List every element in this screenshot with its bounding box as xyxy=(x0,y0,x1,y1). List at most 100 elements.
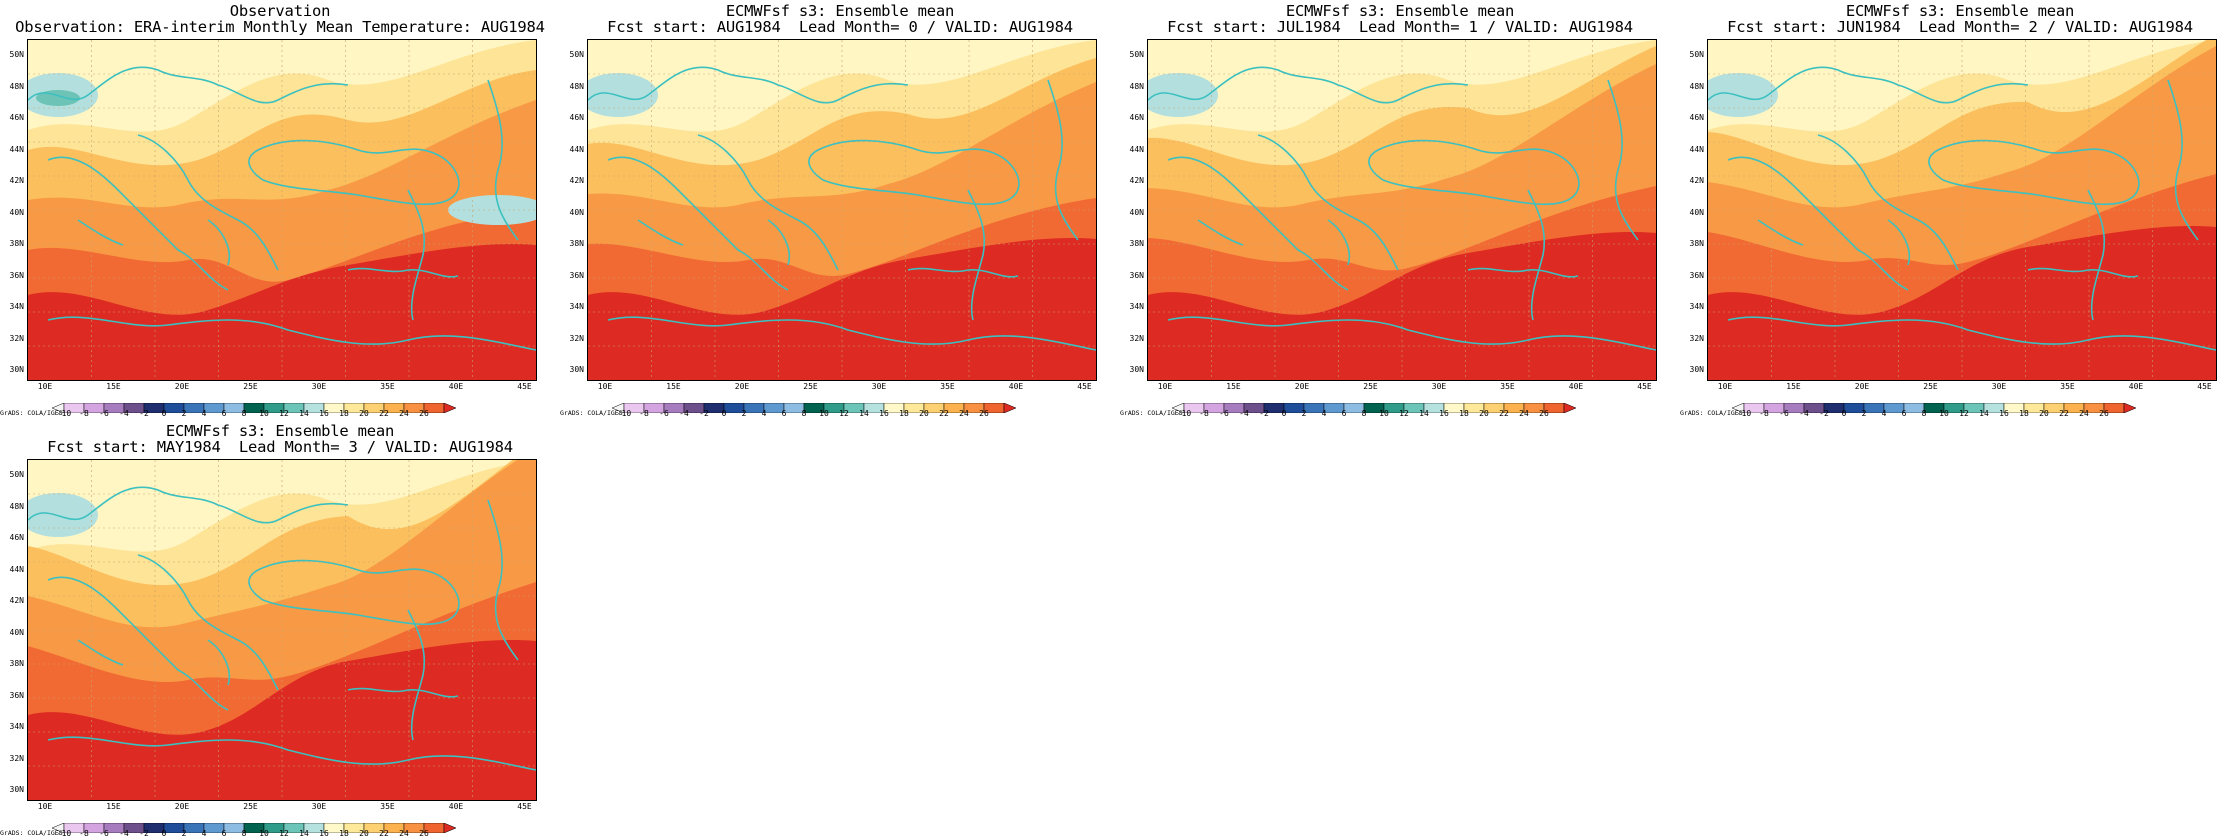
cool-anomaly-area xyxy=(36,90,80,106)
colorbar xyxy=(51,398,457,414)
coastline xyxy=(487,79,519,241)
colorbar-tick-label: 22 xyxy=(379,829,389,838)
colorbar-tick-label: 14 xyxy=(1419,409,1429,418)
longitude-tick-label: 25E xyxy=(803,382,818,391)
colorbar-tick-label: 16 xyxy=(1439,409,1449,418)
latitude-tick-label: 44N xyxy=(1689,144,1704,154)
colorbar-tick-label: -6 xyxy=(659,409,669,418)
cool-anomaly-area xyxy=(28,493,98,537)
longitude-tick-label: 15E xyxy=(1786,382,1801,391)
coastline xyxy=(967,189,986,321)
longitude-tick-label: 10E xyxy=(1157,382,1173,391)
latitude-tick-label: 44N xyxy=(569,144,584,154)
colorbar-tick-label: 0 xyxy=(1281,409,1287,418)
longitude-tick-label: 15E xyxy=(1226,382,1241,391)
colorbar-tick-label: 16 xyxy=(1999,409,2009,418)
latitude-tick-label: 30N xyxy=(569,365,584,374)
colorbar-tick-label: 18 xyxy=(1459,409,1469,418)
longitude-tick-label: 10E xyxy=(597,382,613,391)
longitude-tick-label: 40E xyxy=(1008,382,1024,391)
latitude-tick-label: 32N xyxy=(569,333,584,343)
latitude-tick-label: 38N xyxy=(569,239,584,248)
colorbar-tick-label: 22 xyxy=(2059,409,2069,418)
colorbar-tick-label: -6 xyxy=(1779,409,1789,418)
latitude-tick-label: 44N xyxy=(1129,144,1144,154)
longitude-tick-label: 30E xyxy=(311,802,327,811)
latitude-tick-label: 46N xyxy=(9,533,24,542)
longitude-tick-label: 35E xyxy=(2060,382,2075,391)
cool-anomaly-area xyxy=(1148,73,1218,117)
latitude-tick-label: 34N xyxy=(9,302,24,311)
coastline xyxy=(1148,66,1469,104)
colorbar-tick-label: 16 xyxy=(319,409,329,418)
coastline xyxy=(1047,79,1079,241)
coastline xyxy=(1167,316,1656,351)
longitude-tick-label: 10E xyxy=(37,802,53,811)
coastline xyxy=(347,267,459,278)
latitude-tick-label: 50N xyxy=(1129,50,1144,59)
colorbar-tick-label: 24 xyxy=(399,829,409,838)
colorbar-tick-label: 12 xyxy=(279,829,289,838)
colorbar-tick-label: 8 xyxy=(241,829,247,838)
colorbar-tick-label: 10 xyxy=(259,829,269,838)
coastline xyxy=(47,316,536,351)
latitude-tick-label: 32N xyxy=(1689,333,1704,343)
latitude-tick-label: 30N xyxy=(9,785,24,794)
longitude-tick-label: 40E xyxy=(448,802,464,811)
longitude-tick-label: 45E xyxy=(2197,382,2212,391)
colorbar-tick-label: -2 xyxy=(139,409,149,418)
colorbar-tick-label: 24 xyxy=(2079,409,2089,418)
panel-subtitle: Fcst start: JUN1984 Lead Month= 2 / VALI… xyxy=(1727,18,2193,36)
colorbar-tick-label: 0 xyxy=(161,829,167,838)
temperature-map xyxy=(587,39,1097,381)
colorbar-tick-label: 20 xyxy=(919,409,929,418)
coastline xyxy=(137,134,279,271)
colorbar-tick-label: 0 xyxy=(161,409,167,418)
latitude-tick-label: 36N xyxy=(9,690,24,700)
colorbar-tick-label: 8 xyxy=(241,409,247,418)
latitude-tick-label: 46N xyxy=(1689,113,1704,122)
colorbar xyxy=(611,398,1017,414)
coastline xyxy=(47,576,229,711)
latitude-tick-label: 34N xyxy=(1689,302,1704,311)
colorbar-tick-label: -2 xyxy=(1819,409,1829,418)
latitude-tick-label: 50N xyxy=(1689,50,1704,59)
temperature-map xyxy=(27,39,537,381)
map-panel: ECMWFsf s3: Ensemble mean Fcst start: MAY… xyxy=(0,420,560,840)
coastline xyxy=(1887,219,1910,266)
longitude-tick-label: 20E xyxy=(1294,382,1310,391)
colorbar-tick-label: -8 xyxy=(79,409,89,418)
colorbar-swatch xyxy=(1003,402,1017,414)
coastline xyxy=(1757,219,1804,246)
latitude-tick-label: 32N xyxy=(9,753,24,763)
latitude-tick-label: 34N xyxy=(9,722,24,731)
colorbar-tick-label: 6 xyxy=(1901,409,1907,418)
coastline xyxy=(1327,219,1350,266)
latitude-tick-label: 36N xyxy=(569,270,584,280)
colorbar-tick-label: 4 xyxy=(201,829,207,838)
longitude-tick-label: 45E xyxy=(517,802,532,811)
colorbar-swatch xyxy=(443,822,457,834)
latitude-tick-label: 48N xyxy=(569,81,584,91)
longitude-tick-label: 15E xyxy=(666,382,681,391)
longitude-tick-label: 35E xyxy=(940,382,955,391)
colorbar-tick-label: -4 xyxy=(679,409,689,418)
longitude-tick-label: 35E xyxy=(1500,382,1515,391)
latitude-tick-label: 48N xyxy=(9,81,24,91)
colorbar-swatch xyxy=(2123,402,2137,414)
latitude-tick-label: 46N xyxy=(569,113,584,122)
colorbar-tick-label: -4 xyxy=(1799,409,1809,418)
latitude-tick-label: 34N xyxy=(569,302,584,311)
latitude-tick-label: 42N xyxy=(1129,176,1144,185)
colorbar-tick-label: -4 xyxy=(119,409,129,418)
coastline xyxy=(1727,316,2216,351)
coastline xyxy=(347,687,459,698)
colorbar-tick-label: 24 xyxy=(1519,409,1529,418)
latitude-tick-label: 48N xyxy=(1689,81,1704,91)
coastline xyxy=(1607,79,1639,241)
longitude-tick-label: 15E xyxy=(106,802,121,811)
latitude-tick-label: 50N xyxy=(569,50,584,59)
colorbar-tick-label: 2 xyxy=(181,409,187,418)
grads-credit: GrADS: COLA/IGES xyxy=(0,409,63,417)
longitude-tick-label: 10E xyxy=(37,382,53,391)
